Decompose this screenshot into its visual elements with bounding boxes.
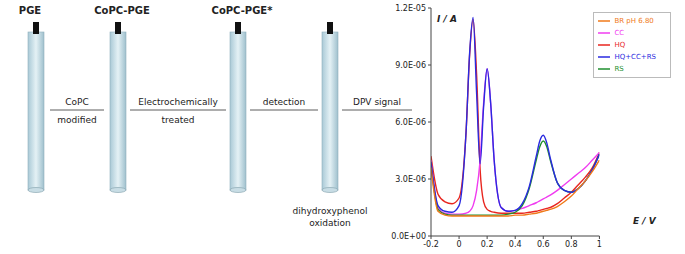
svg-text:1: 1 — [597, 240, 602, 249]
html-text:I / A: I / A — [437, 14, 457, 24]
html-text:HQ+CC+RS: HQ+CC+RS — [614, 52, 656, 61]
svg-text:3.0E-06: 3.0E-06 — [395, 175, 426, 184]
svg-text:PGE: PGE — [19, 5, 42, 16]
html-text:E / V: E / V — [633, 216, 656, 226]
svg-text:detection: detection — [263, 97, 306, 107]
svg-text:0.2: 0.2 — [481, 240, 494, 249]
html-text:CC: CC — [614, 28, 625, 37]
svg-text:CoPC-PGE*: CoPC-PGE* — [212, 5, 274, 16]
svg-text:0.8: 0.8 — [565, 240, 578, 249]
svg-text:CoPC-PGE: CoPC-PGE — [94, 5, 150, 16]
html-text:HQ: HQ — [614, 40, 626, 49]
svg-text:9.0E-06: 9.0E-06 — [395, 61, 426, 70]
svg-text:0.4: 0.4 — [509, 240, 522, 249]
svg-text:DPV signal: DPV signal — [353, 97, 401, 107]
svg-text:0: 0 — [457, 240, 462, 249]
html-text:BR pH 6.80: BR pH 6.80 — [614, 16, 654, 25]
svg-text:-0.2: -0.2 — [423, 240, 439, 249]
svg-text:CoPC: CoPC — [65, 97, 89, 107]
html-text:RS: RS — [614, 64, 624, 73]
svg-text:1.2E-05: 1.2E-05 — [395, 4, 426, 13]
svg-text:0.6: 0.6 — [537, 240, 550, 249]
svg-text:dihydroxyphenol: dihydroxyphenol — [292, 206, 367, 216]
svg-text:0.0E+00: 0.0E+00 — [391, 232, 426, 241]
svg-text:oxidation: oxidation — [309, 218, 351, 228]
svg-text:6.0E-06: 6.0E-06 — [395, 118, 426, 127]
svg-text:modified: modified — [57, 115, 96, 125]
svg-text:treated: treated — [162, 115, 195, 125]
svg-text:Electrochemically: Electrochemically — [138, 97, 218, 107]
